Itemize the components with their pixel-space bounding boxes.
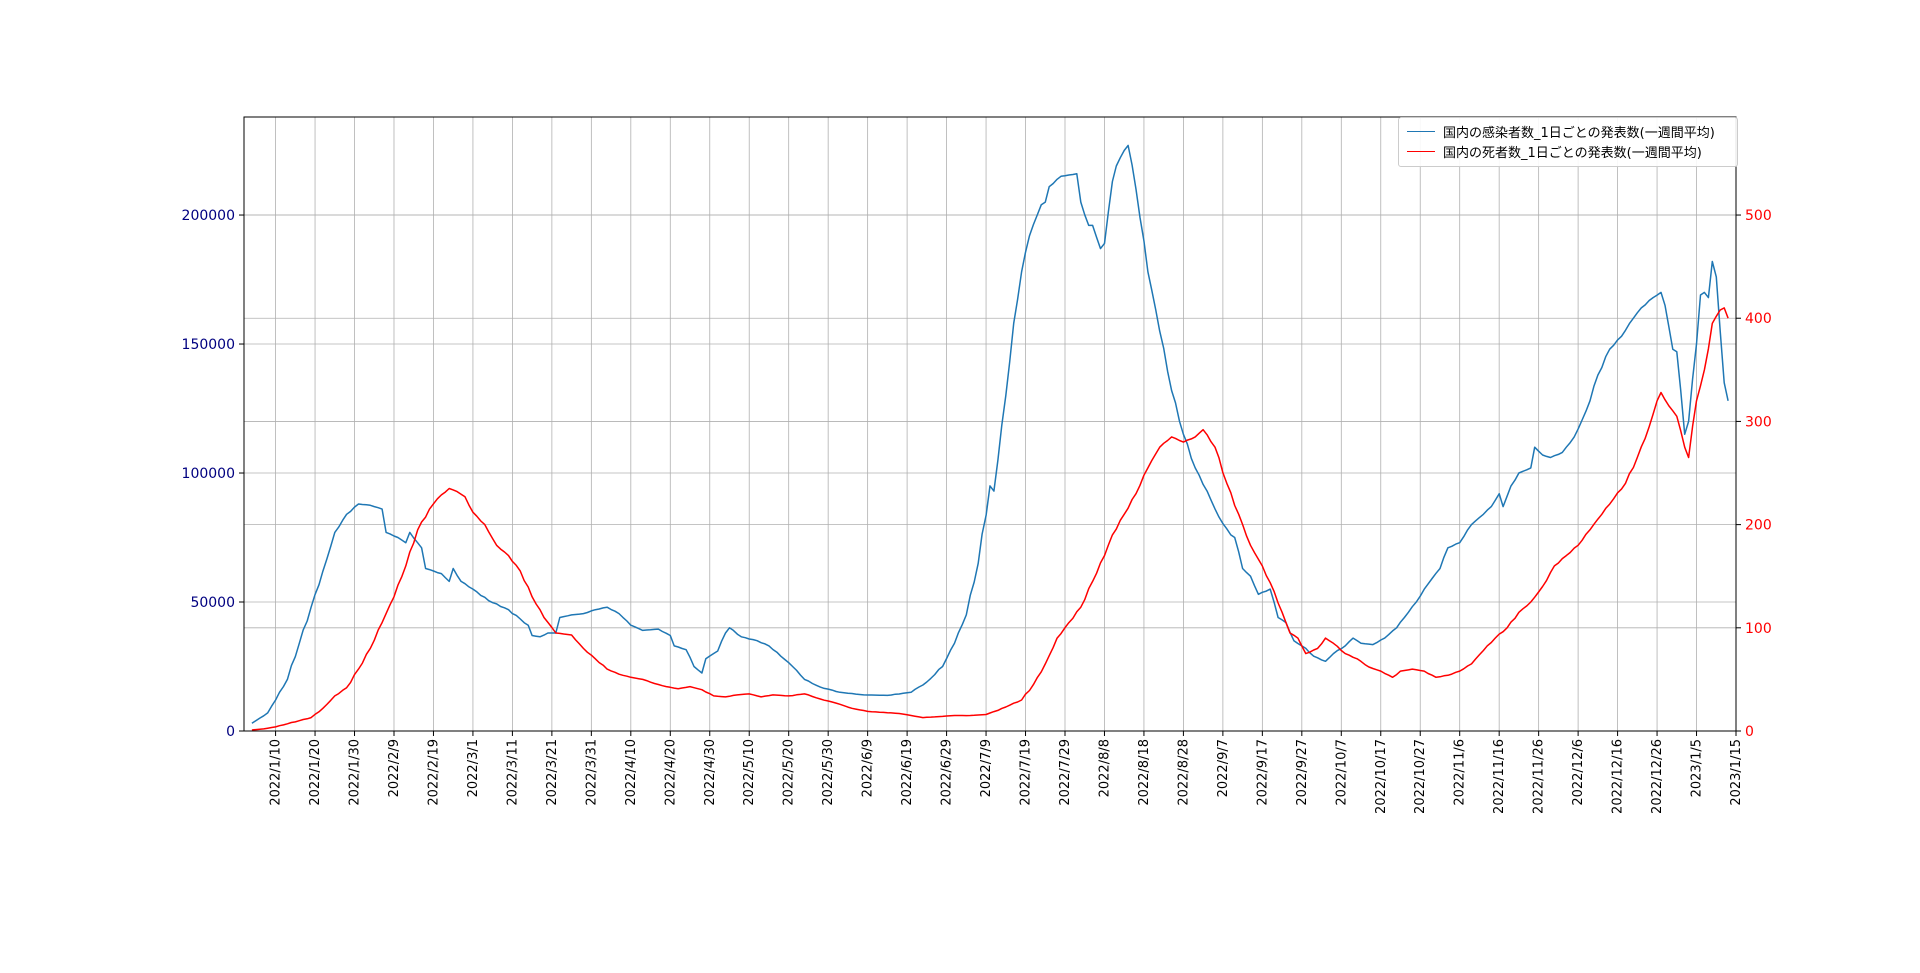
legend: 国内の感染者数_1日ごとの発表数(一週間平均) 国内の死者数_1日ごとの発表数(…	[1398, 117, 1738, 167]
y-right-tick-label: 400	[1745, 311, 1772, 327]
x-tick-label: 2022/8/28	[1176, 739, 1191, 806]
x-tick-label: 2022/7/29	[1058, 739, 1073, 806]
x-tick-label: 2022/8/8	[1097, 739, 1112, 797]
x-tick-label: 2022/3/11	[505, 739, 520, 806]
x-tick-label: 2022/11/26	[1532, 739, 1547, 814]
x-tick-label: 2022/10/7	[1334, 739, 1349, 806]
x-tick-label: 2022/1/10	[269, 739, 284, 806]
y-right-tick-label: 200	[1745, 518, 1772, 534]
legend-label-cases: 国内の感染者数_1日ごとの発表数(一週間平均)	[1443, 125, 1715, 141]
x-tick-label: 2022/12/26	[1650, 739, 1665, 814]
x-tick-label: 2022/4/10	[624, 739, 639, 806]
series-line-deaths	[251, 307, 1729, 731]
x-tick-label: 2022/3/1	[466, 739, 481, 797]
x-tick-label: 2022/11/6	[1453, 739, 1468, 806]
legend-item-deaths: 国内の死者数_1日ごとの発表数(一週間平均)	[1407, 142, 1702, 161]
x-tick-label: 2022/11/16	[1492, 739, 1507, 814]
series-line-cases	[251, 144, 1729, 724]
x-tick-label: 2022/10/27	[1413, 739, 1428, 814]
x-tick-label: 2022/12/16	[1611, 739, 1626, 814]
x-tick-label: 2022/9/7	[1216, 739, 1231, 797]
x-tick-label: 2022/10/17	[1374, 739, 1389, 814]
x-tick-label: 2022/2/9	[387, 739, 402, 797]
y-left-tick-label: 200000	[182, 208, 235, 224]
x-tick-label: 2022/3/31	[584, 739, 599, 806]
legend-label-deaths: 国内の死者数_1日ごとの発表数(一週間平均)	[1443, 145, 1702, 161]
x-tick-label: 2022/12/6	[1571, 739, 1586, 806]
x-tick-label: 2022/5/20	[782, 739, 797, 806]
y-left-tick-label: 50000	[190, 595, 235, 611]
x-tick-label: 2022/5/30	[821, 739, 836, 806]
x-tick-label: 2022/4/30	[703, 739, 718, 806]
plot-frame	[243, 116, 1737, 732]
x-tick-label: 2022/9/17	[1255, 739, 1270, 806]
x-tick-label: 2022/9/27	[1295, 739, 1310, 806]
y-left-tick-label: 150000	[182, 337, 235, 353]
y-right-tick-label: 500	[1745, 208, 1772, 224]
x-tick-label: 2022/2/19	[426, 739, 441, 806]
x-tick-label: 2023/1/15	[1729, 739, 1744, 806]
y-right-tick-label: 300	[1745, 414, 1772, 430]
y-left-tick-label: 0	[226, 724, 235, 740]
x-tick-label: 2022/6/19	[900, 739, 915, 806]
y-right-tick-label: 100	[1745, 621, 1772, 637]
x-tick-label: 2022/6/9	[861, 739, 876, 797]
x-tick-label: 2022/8/18	[1137, 739, 1152, 806]
legend-item-cases: 国内の感染者数_1日ごとの発表数(一週間平均)	[1407, 122, 1715, 141]
x-tick-label: 2023/1/5	[1690, 739, 1705, 797]
x-tick-label: 2022/1/30	[348, 739, 363, 806]
grid-layer	[244, 117, 1737, 732]
legend-swatch-cases	[1407, 130, 1435, 132]
y-left-tick-label: 100000	[182, 466, 235, 482]
x-tick-label: 2022/6/29	[940, 739, 955, 806]
y-right-tick-label: 0	[1745, 724, 1754, 740]
legend-swatch-deaths	[1407, 150, 1435, 152]
series-layer	[251, 144, 1729, 731]
x-tick-label: 2022/3/21	[545, 739, 560, 806]
axis-layer: 2022/1/10 2022/1/20 2022/1/30 2022/2/9 2022/…	[182, 208, 1772, 814]
x-tick-label: 2022/1/20	[308, 739, 323, 806]
x-tick-label: 2022/7/9	[979, 739, 994, 797]
x-tick-label: 2022/7/19	[1019, 739, 1034, 806]
x-tick-label: 2022/5/10	[742, 739, 757, 806]
x-tick-label: 2022/4/20	[663, 739, 678, 806]
